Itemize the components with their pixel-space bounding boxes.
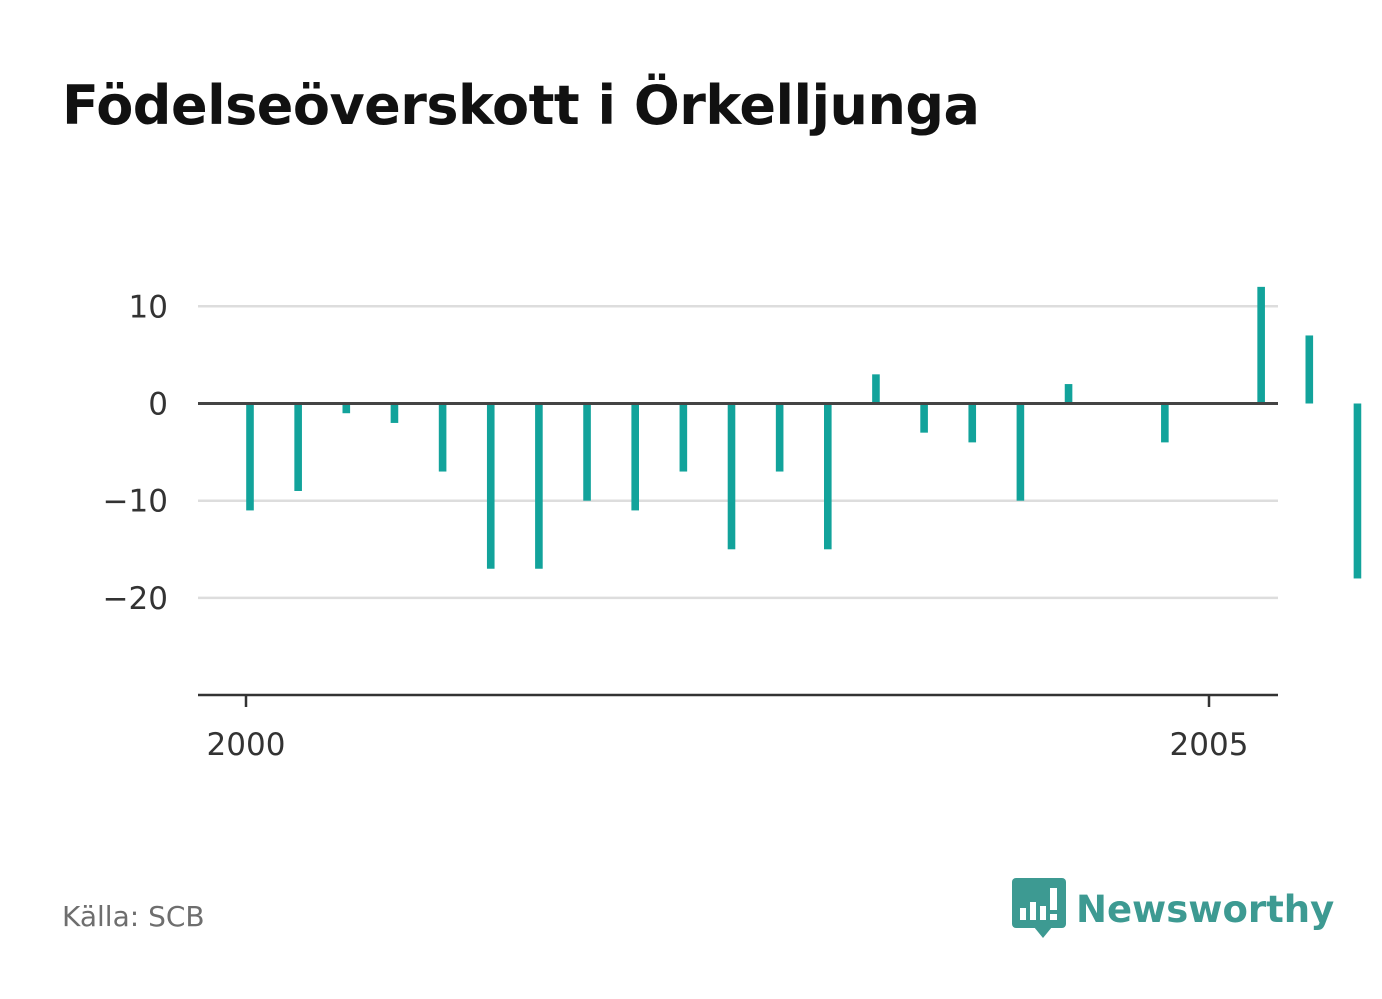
bar (775, 403, 784, 472)
bar (920, 403, 928, 433)
y-axis-ticks: 10 0 −10 −20 (103, 289, 168, 617)
x-tick-label: 2005 (1170, 727, 1249, 763)
source-note: Källa: SCB (62, 900, 205, 933)
bar-series (198, 286, 1362, 579)
y-tick-label: 0 (148, 387, 168, 423)
brand-logo[interactable]: Newsworthy (1012, 878, 1334, 940)
bar (1064, 384, 1073, 404)
y-tick-label: −20 (103, 581, 168, 617)
x-tick-label: 2000 (207, 727, 286, 763)
bar (583, 403, 591, 501)
bar (1305, 335, 1314, 404)
bar (1257, 286, 1265, 404)
bar (727, 403, 736, 550)
chart-title: Födelseöverskott i Örkelljunga (62, 74, 980, 137)
bar (1353, 403, 1362, 579)
bar (968, 403, 977, 443)
bar (535, 403, 543, 569)
bar (294, 403, 302, 491)
bar (1016, 403, 1025, 501)
bar (342, 403, 351, 414)
bar (390, 403, 399, 423)
bar (1161, 403, 1169, 443)
bar (872, 374, 880, 404)
bar (246, 403, 254, 511)
bar (679, 403, 688, 472)
bar (486, 403, 495, 569)
bar (631, 403, 639, 511)
bar-chart-speech-bubble-icon (1012, 878, 1066, 938)
bar (824, 403, 832, 550)
y-tick-label: 10 (129, 289, 168, 325)
bar (438, 403, 447, 472)
brand-name: Newsworthy (1076, 887, 1335, 931)
x-axis: 200020052010201520202025 (198, 693, 1278, 763)
grid-lines (198, 305, 1278, 600)
y-tick-label: −10 (103, 484, 168, 520)
